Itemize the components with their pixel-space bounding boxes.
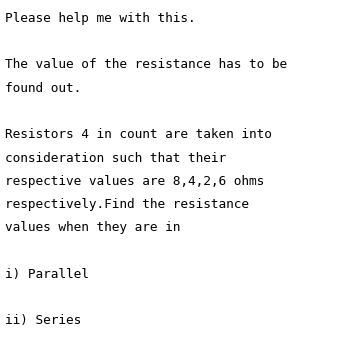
- Text: respective values are 8,4,2,6 ohms: respective values are 8,4,2,6 ohms: [5, 175, 265, 188]
- Text: Resistors 4 in count are taken into: Resistors 4 in count are taken into: [5, 128, 272, 141]
- Text: values when they are in: values when they are in: [5, 221, 181, 234]
- Text: consideration such that their: consideration such that their: [5, 152, 226, 165]
- Text: Please help me with this.: Please help me with this.: [5, 12, 196, 25]
- Text: ii) Series: ii) Series: [5, 314, 82, 327]
- Text: i) Parallel: i) Parallel: [5, 268, 89, 281]
- Text: The value of the resistance has to be: The value of the resistance has to be: [5, 58, 287, 71]
- Text: respectively.Find the resistance: respectively.Find the resistance: [5, 198, 249, 211]
- Text: found out.: found out.: [5, 82, 82, 95]
